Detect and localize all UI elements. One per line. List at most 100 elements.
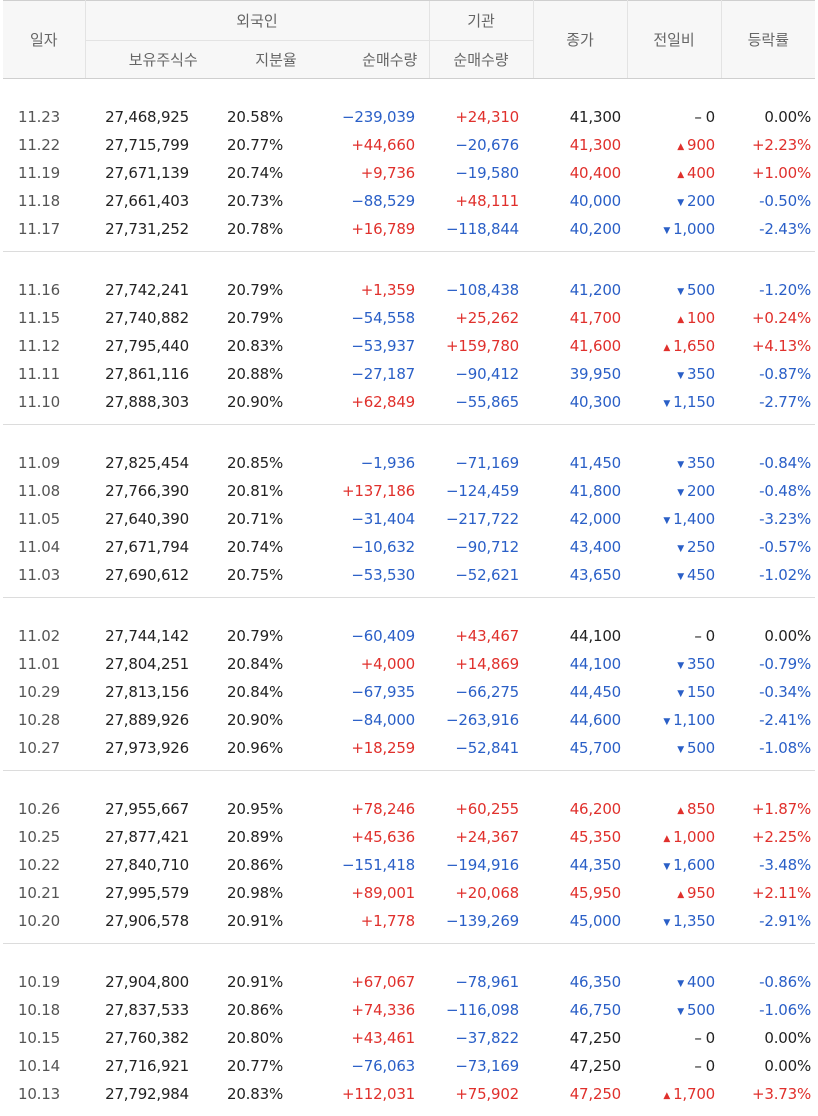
ratio-cell: 20.91% xyxy=(201,944,315,997)
change-cell: ▼1,400 xyxy=(627,505,721,533)
triangle-down-icon: ▼ xyxy=(677,745,684,755)
change-cell: –0 xyxy=(627,79,721,132)
change-value: 1,600 xyxy=(673,856,715,874)
date-value: 11.17 xyxy=(18,220,60,238)
ratio-value: 20.86% xyxy=(227,856,283,874)
close-cell: 44,600 xyxy=(533,706,627,734)
holdings-value: 27,813,156 xyxy=(105,683,189,701)
ratio-cell: 20.77% xyxy=(201,131,315,159)
ratio-value: 20.81% xyxy=(227,482,283,500)
change-cell: ▲400 xyxy=(627,159,721,187)
header-change: 전일비 xyxy=(627,1,721,79)
inst-net-cell: −90,412 xyxy=(429,360,533,388)
foreign-net-cell: −84,000 xyxy=(315,706,429,734)
inst-net-value: −19,580 xyxy=(455,164,519,182)
rate-value: -1.20% xyxy=(759,281,811,299)
close-cell: 40,000 xyxy=(533,187,627,215)
close-cell: 41,300 xyxy=(533,79,627,132)
date-value: 10.15 xyxy=(18,1029,60,1047)
triangle-down-icon: ▼ xyxy=(663,717,670,727)
rate-cell: +2.23% xyxy=(721,131,815,159)
ratio-cell: 20.98% xyxy=(201,879,315,907)
date-value: 11.02 xyxy=(18,627,60,645)
foreign-net-cell: −10,632 xyxy=(315,533,429,561)
ratio-value: 20.96% xyxy=(227,739,283,757)
close-cell: 40,400 xyxy=(533,159,627,187)
close-value: 41,700 xyxy=(570,309,621,327)
rate-cell: -0.86% xyxy=(721,944,815,997)
close-cell: 45,000 xyxy=(533,907,627,944)
holdings-value: 27,744,142 xyxy=(105,627,189,645)
close-value: 45,350 xyxy=(570,828,621,846)
inst-net-cell: −52,621 xyxy=(429,561,533,598)
close-value: 40,000 xyxy=(570,192,621,210)
inst-net-value: +48,111 xyxy=(455,192,519,210)
close-cell: 45,950 xyxy=(533,879,627,907)
foreign-net-value: +62,849 xyxy=(351,393,415,411)
change-cell: –0 xyxy=(627,598,721,651)
rate-cell: +0.24% xyxy=(721,304,815,332)
ratio-value: 20.73% xyxy=(227,192,283,210)
holdings-value: 27,671,794 xyxy=(105,538,189,556)
change-value: 200 xyxy=(687,192,715,210)
rate-value: -0.57% xyxy=(759,538,811,556)
change-value: 0 xyxy=(706,108,715,126)
date-cell: 11.04 xyxy=(3,533,85,561)
date-cell: 11.15 xyxy=(3,304,85,332)
rate-value: -0.86% xyxy=(759,973,811,991)
inst-net-value: −78,961 xyxy=(455,973,519,991)
holdings-cell: 27,740,882 xyxy=(85,304,201,332)
inst-net-value: −90,712 xyxy=(455,538,519,556)
holdings-cell: 27,877,421 xyxy=(85,823,201,851)
date-cell: 10.25 xyxy=(3,823,85,851)
holdings-value: 27,760,382 xyxy=(105,1029,189,1047)
foreign-net-cell: −53,937 xyxy=(315,332,429,360)
holdings-value: 27,716,921 xyxy=(105,1057,189,1075)
close-value: 41,300 xyxy=(570,108,621,126)
ratio-cell: 20.58% xyxy=(201,79,315,132)
rate-cell: +3.73% xyxy=(721,1080,815,1116)
inst-net-cell: −66,275 xyxy=(429,678,533,706)
foreign-net-value: +45,636 xyxy=(351,828,415,846)
inst-net-cell: −116,098 xyxy=(429,996,533,1024)
inst-net-value: +24,310 xyxy=(455,108,519,126)
close-value: 45,700 xyxy=(570,739,621,757)
triangle-down-icon: ▼ xyxy=(677,460,684,470)
foreign-net-value: −67,935 xyxy=(351,683,415,701)
close-cell: 43,400 xyxy=(533,533,627,561)
close-cell: 42,000 xyxy=(533,505,627,533)
rate-value: 0.00% xyxy=(764,108,811,126)
date-cell: 11.03 xyxy=(3,561,85,598)
ratio-cell: 20.81% xyxy=(201,477,315,505)
rate-value: -0.34% xyxy=(759,683,811,701)
date-cell: 10.18 xyxy=(3,996,85,1024)
date-cell: 10.27 xyxy=(3,734,85,771)
rate-cell: +1.00% xyxy=(721,159,815,187)
foreign-net-cell: −151,418 xyxy=(315,851,429,879)
foreign-net-value: −60,409 xyxy=(351,627,415,645)
foreign-net-value: +89,001 xyxy=(351,884,415,902)
close-value: 43,400 xyxy=(570,538,621,556)
ratio-value: 20.90% xyxy=(227,393,283,411)
ratio-cell: 20.73% xyxy=(201,187,315,215)
inst-net-cell: −73,169 xyxy=(429,1052,533,1080)
inst-net-cell: +24,310 xyxy=(429,79,533,132)
rate-cell: +2.25% xyxy=(721,823,815,851)
inst-net-value: −108,438 xyxy=(446,281,519,299)
holdings-cell: 27,716,921 xyxy=(85,1052,201,1080)
inst-net-value: −118,844 xyxy=(446,220,519,238)
ratio-cell: 20.75% xyxy=(201,561,315,598)
date-value: 10.19 xyxy=(18,973,60,991)
foreign-net-cell: +18,259 xyxy=(315,734,429,771)
rate-value: -1.02% xyxy=(759,566,811,584)
date-value: 10.25 xyxy=(18,828,60,846)
date-cell: 11.12 xyxy=(3,332,85,360)
holdings-value: 27,906,578 xyxy=(105,912,189,930)
close-cell: 45,350 xyxy=(533,823,627,851)
